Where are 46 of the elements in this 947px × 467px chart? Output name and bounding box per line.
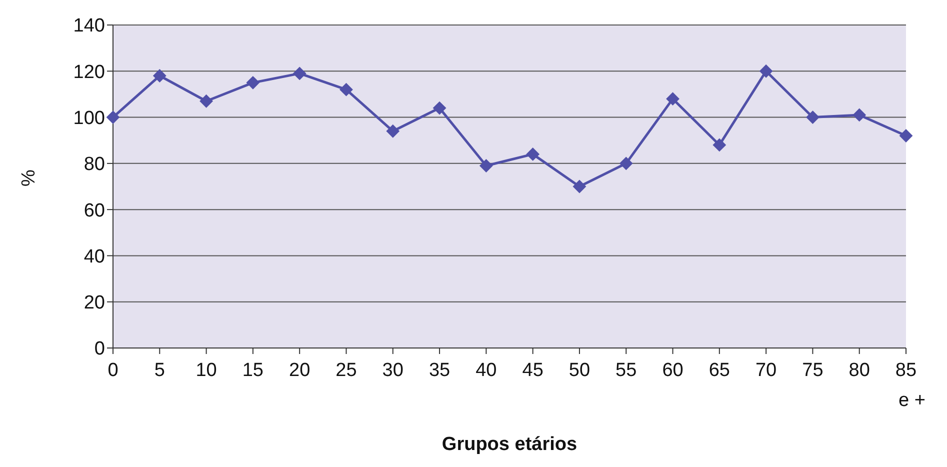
point <box>572 180 586 193</box>
y-tick-label: 20 <box>84 292 105 314</box>
x-tick-label: 5 <box>154 360 165 381</box>
point <box>806 110 820 124</box>
point <box>340 83 353 96</box>
x-tick-label: 45 <box>522 360 544 381</box>
x-tick-label: 40 <box>476 360 497 381</box>
point <box>760 64 773 78</box>
point <box>666 92 680 106</box>
point <box>526 148 540 161</box>
x-tick-label: 35 <box>428 360 450 381</box>
x-tick-label: 50 <box>568 360 590 381</box>
x-tick-label: 15 <box>242 360 264 381</box>
x-tick-label: 85 e + <box>895 360 926 411</box>
x-tick-label: 0 <box>108 360 118 381</box>
y-tick-label: 80 <box>84 154 105 176</box>
x-axis-title: Grupos etários <box>442 434 578 455</box>
x-tick-label: 60 <box>662 360 684 381</box>
point <box>712 138 726 152</box>
point <box>293 66 306 80</box>
y-tick-label: 40 <box>84 246 105 268</box>
x-tick-label: 70 <box>755 360 777 381</box>
y-axis-title: % <box>18 170 40 186</box>
x-tick-label: 75 <box>802 360 824 381</box>
x-tick-label: 80 <box>848 360 870 381</box>
x-tick-label: 30 <box>382 360 404 381</box>
y-tick-label: 60 <box>84 200 105 222</box>
point <box>433 102 446 115</box>
point <box>620 156 633 170</box>
point <box>386 124 400 138</box>
point <box>106 110 120 124</box>
point <box>153 69 166 82</box>
point <box>480 159 493 172</box>
point <box>900 129 912 142</box>
x-tick-label: 20 <box>289 360 310 381</box>
y-tick-label: 100 <box>73 108 105 130</box>
x-tick-label: 10 <box>196 360 217 381</box>
point <box>852 108 866 122</box>
y-tick-label: 140 <box>73 16 105 37</box>
y-tick-label: 0 <box>94 338 105 360</box>
point <box>246 76 260 90</box>
x-tick-label: 65 <box>708 360 730 381</box>
point <box>200 94 213 108</box>
x-tick-label: 25 <box>336 360 357 381</box>
x-tick-label: 55 <box>616 360 637 381</box>
y-tick-label: 120 <box>73 62 105 83</box>
